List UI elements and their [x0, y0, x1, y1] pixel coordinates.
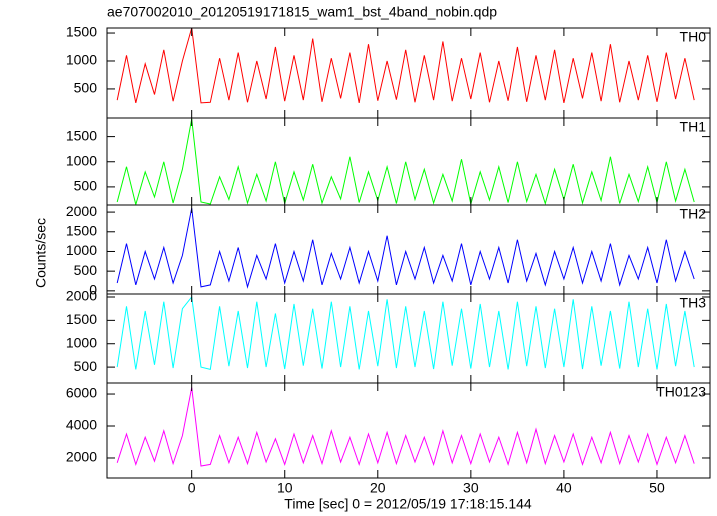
x-tick-label: 40 — [556, 480, 572, 496]
y-tick-label: 1500 — [66, 222, 97, 238]
panel-label: TH2 — [680, 206, 707, 222]
chart-title: ae707002010_20120519171815_wam1_bst_4ban… — [107, 4, 497, 20]
panel-frame — [106, 117, 711, 206]
y-tick-label: 2000 — [66, 288, 97, 304]
y-tick-label: 500 — [74, 80, 98, 96]
y-tick-label: 2000 — [66, 203, 97, 219]
y-tick-label: 0 — [89, 282, 97, 298]
y-tick-label: 500 — [74, 358, 98, 374]
panel-label: TH0 — [680, 29, 707, 45]
y-tick-label: 1500 — [66, 311, 97, 327]
series-line — [116, 295, 695, 371]
x-tick-label: 0 — [188, 480, 196, 496]
y-tick-label: 2000 — [66, 449, 97, 465]
x-tick-label: 10 — [277, 480, 293, 496]
x-axis-label: Time [sec] 0 = 2012/05/19 17:18:15.144 — [284, 496, 532, 512]
y-tick-label: 500 — [74, 178, 98, 194]
panel-frame — [106, 204, 711, 295]
y-tick-label: 1000 — [66, 334, 97, 350]
panel-frame — [106, 382, 711, 479]
series-line — [116, 208, 695, 289]
x-tick-label: 50 — [649, 480, 665, 496]
panel-label: TH1 — [680, 119, 707, 135]
series-line — [116, 118, 695, 205]
y-tick-label: 1000 — [66, 52, 97, 68]
y-tick-label: 1000 — [66, 242, 97, 258]
x-tick-label: 20 — [370, 480, 386, 496]
y-tick-label: 1000 — [66, 152, 97, 168]
y-tick-label: 500 — [74, 262, 98, 278]
y-tick-label: 4000 — [66, 417, 97, 433]
x-tick-label: 30 — [463, 480, 479, 496]
panel-label: TH0123 — [656, 384, 706, 400]
y-tick-label: 1500 — [66, 24, 97, 40]
series-line — [116, 28, 695, 104]
y-axis-label: Counts/sec — [33, 218, 49, 288]
series-line — [116, 387, 695, 467]
y-tick-label: 1500 — [66, 127, 97, 143]
y-tick-label: 6000 — [66, 385, 97, 401]
panel-label: TH3 — [680, 295, 707, 311]
